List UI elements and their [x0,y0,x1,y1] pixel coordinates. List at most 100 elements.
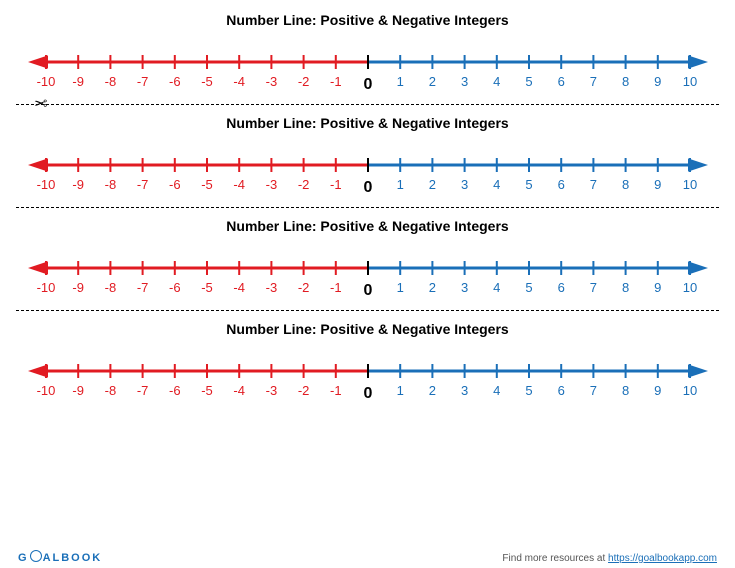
svg-text:7: 7 [590,383,597,398]
svg-text:-6: -6 [169,177,181,192]
svg-text:-5: -5 [201,383,213,398]
svg-text:3: 3 [461,383,468,398]
footer-text: Find more resources at https://goalbooka… [502,553,717,564]
worksheet-page: Number Line: Positive & Negative Integer… [0,0,735,568]
svg-text:-8: -8 [105,280,117,295]
svg-text:1: 1 [397,280,404,295]
svg-text:-4: -4 [233,383,245,398]
svg-text:3: 3 [461,74,468,89]
svg-text:8: 8 [622,74,629,89]
svg-text:3: 3 [461,280,468,295]
svg-text:-3: -3 [266,177,278,192]
svg-text:-4: -4 [233,280,245,295]
svg-text:-3: -3 [266,74,278,89]
strip-title: Number Line: Positive & Negative Integer… [0,105,735,137]
svg-text:10: 10 [683,74,697,89]
number-line-strip: Number Line: Positive & Negative Integer… [0,311,735,413]
logo-letter: G [18,552,29,564]
svg-text:-6: -6 [169,74,181,89]
svg-text:6: 6 [558,74,565,89]
number-line-strip: Number Line: Positive & Negative Integer… [0,105,735,207]
svg-text:-5: -5 [201,280,213,295]
svg-text:7: 7 [590,74,597,89]
svg-text:9: 9 [654,383,661,398]
svg-text:-2: -2 [298,74,310,89]
svg-text:8: 8 [622,280,629,295]
svg-text:-1: -1 [330,74,342,89]
svg-text:-8: -8 [105,383,117,398]
number-line-wrap: -10-9-8-7-6-5-4-3-2-1012345678910 [0,34,735,104]
svg-text:-9: -9 [72,280,84,295]
svg-text:2: 2 [429,74,436,89]
svg-text:-7: -7 [137,74,149,89]
svg-text:7: 7 [590,177,597,192]
svg-text:-10: -10 [37,280,56,295]
svg-text:-9: -9 [72,383,84,398]
svg-text:-1: -1 [330,383,342,398]
svg-text:2: 2 [429,280,436,295]
svg-text:10: 10 [683,280,697,295]
number-line-strip: Number Line: Positive & Negative Integer… [0,0,735,104]
strip-title: Number Line: Positive & Negative Integer… [0,208,735,240]
svg-text:9: 9 [654,280,661,295]
svg-text:-8: -8 [105,74,117,89]
svg-text:1: 1 [397,383,404,398]
footer-prefix: Find more resources at [502,553,608,564]
svg-text:0: 0 [364,179,373,196]
svg-text:-7: -7 [137,383,149,398]
svg-text:-3: -3 [266,280,278,295]
svg-text:4: 4 [493,74,500,89]
svg-text:5: 5 [525,383,532,398]
svg-text:-4: -4 [233,177,245,192]
svg-text:3: 3 [461,177,468,192]
svg-text:-6: -6 [169,280,181,295]
svg-text:-5: -5 [201,177,213,192]
svg-text:4: 4 [493,177,500,192]
svg-text:2: 2 [429,383,436,398]
svg-text:10: 10 [683,177,697,192]
number-line-wrap: -10-9-8-7-6-5-4-3-2-1012345678910 [0,137,735,207]
svg-text:-9: -9 [72,177,84,192]
strips-container: Number Line: Positive & Negative Integer… [0,0,735,413]
svg-text:4: 4 [493,280,500,295]
svg-text:6: 6 [558,383,565,398]
number-line-strip: Number Line: Positive & Negative Integer… [0,208,735,310]
number-line: -10-9-8-7-6-5-4-3-2-1012345678910 [18,34,718,104]
number-line-wrap: -10-9-8-7-6-5-4-3-2-1012345678910 [0,240,735,310]
svg-text:6: 6 [558,177,565,192]
svg-text:-7: -7 [137,177,149,192]
strip-title: Number Line: Positive & Negative Integer… [0,0,735,34]
svg-text:5: 5 [525,280,532,295]
svg-text:-3: -3 [266,383,278,398]
logo-ring-icon [30,550,42,562]
svg-text:-7: -7 [137,280,149,295]
svg-text:1: 1 [397,74,404,89]
svg-text:-2: -2 [298,280,310,295]
svg-text:-2: -2 [298,383,310,398]
svg-text:0: 0 [364,76,373,93]
svg-text:-8: -8 [105,177,117,192]
svg-text:8: 8 [622,177,629,192]
svg-text:-1: -1 [330,177,342,192]
footer-link[interactable]: https://goalbookapp.com [608,553,717,564]
svg-text:4: 4 [493,383,500,398]
svg-text:9: 9 [654,74,661,89]
svg-text:-10: -10 [37,383,56,398]
svg-text:-5: -5 [201,74,213,89]
svg-text:8: 8 [622,383,629,398]
svg-text:-10: -10 [37,177,56,192]
strip-title: Number Line: Positive & Negative Integer… [0,311,735,343]
svg-text:0: 0 [364,385,373,402]
svg-text:10: 10 [683,383,697,398]
svg-text:-4: -4 [233,74,245,89]
logo-suffix: ALBOOK [43,552,103,564]
number-line: -10-9-8-7-6-5-4-3-2-1012345678910 [18,343,718,413]
brand-logo: G ALBOOK [18,550,102,564]
svg-text:9: 9 [654,177,661,192]
svg-text:7: 7 [590,280,597,295]
number-line: -10-9-8-7-6-5-4-3-2-1012345678910 [18,240,718,310]
svg-text:-1: -1 [330,280,342,295]
svg-text:6: 6 [558,280,565,295]
svg-text:-10: -10 [37,74,56,89]
svg-text:0: 0 [364,282,373,299]
